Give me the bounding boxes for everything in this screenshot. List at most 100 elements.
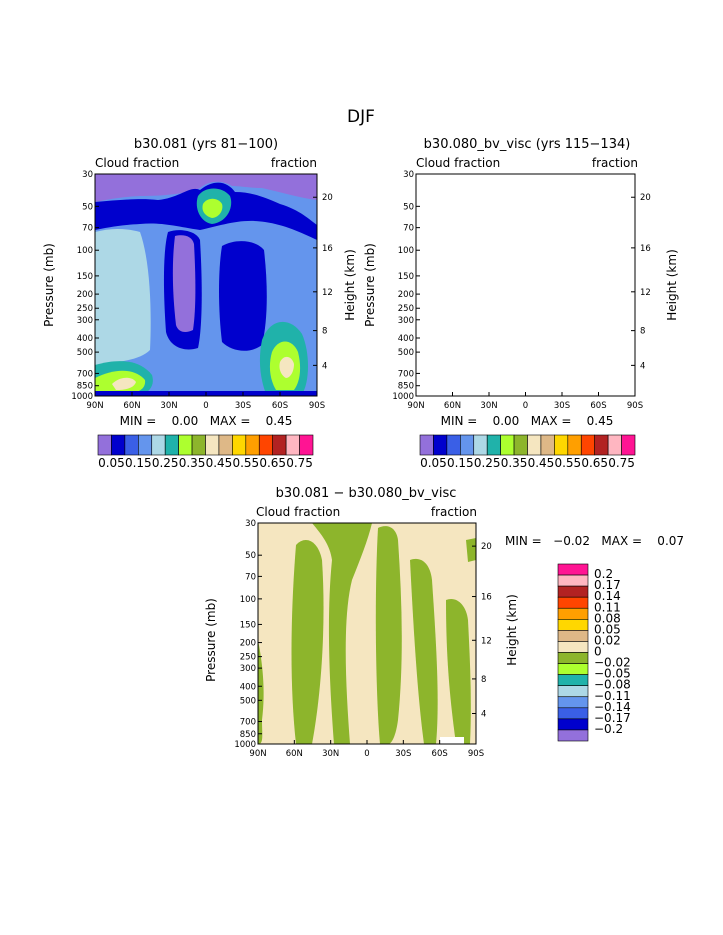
xtick-label: 90S xyxy=(468,749,484,759)
panel-2-tropical-band xyxy=(485,230,523,349)
panel-3-field-label: Cloud fraction xyxy=(256,505,340,519)
panel-1-stratosphere xyxy=(95,174,317,202)
colorbar-label: −0.11 xyxy=(594,689,631,703)
xtick-label: 60N xyxy=(286,749,303,759)
yright-tick-label: 16 xyxy=(640,244,651,254)
panel-2-nh-light-region xyxy=(416,229,472,365)
panel-1-title: b30.081 (yrs 81−100) xyxy=(134,137,278,152)
colorbar-label: −0.2 xyxy=(594,722,623,736)
colorbar-swatch xyxy=(258,434,273,456)
colorbar-swatch xyxy=(205,434,220,456)
panel-1-contours xyxy=(95,174,317,396)
ytick-label: 70 xyxy=(403,224,414,234)
ytick-label: 700 xyxy=(77,369,93,379)
panel-2-units-label: fraction xyxy=(592,156,638,170)
yright-tick-label: 12 xyxy=(322,288,333,298)
colorbar-label: 0.05 xyxy=(594,622,621,636)
colorbar-swatch xyxy=(557,563,589,576)
colorbar-swatch xyxy=(232,434,247,456)
colorbar-swatch xyxy=(557,696,589,709)
ytick-label: 700 xyxy=(398,369,414,379)
panel-1: b30.081 (yrs 81−100) Cloud fraction frac… xyxy=(42,137,357,470)
colorbar-label: 0.15 xyxy=(447,456,474,470)
colorbar-label: 0.14 xyxy=(594,589,621,603)
yright-tick-label: 20 xyxy=(322,193,333,203)
panel-2-nh-lowcloud-core xyxy=(433,378,457,390)
colorbar-swatch xyxy=(554,434,569,456)
colorbar-label: −0.17 xyxy=(594,711,631,725)
colorbar-label: 0.45 xyxy=(528,456,555,470)
panel-1-colorbar: 0.05 0.15 0.25 0.35 0.45 0.55 0.65 0.75 xyxy=(97,434,314,470)
xtick-label: 30S xyxy=(235,401,251,411)
colorbar-swatch xyxy=(594,434,609,456)
colorbar-label: 0.75 xyxy=(286,456,313,470)
panel-1-ylabel-right: Height (km) xyxy=(343,249,357,320)
colorbar-label: −0.02 xyxy=(594,656,631,670)
colorbar-label: 0.11 xyxy=(594,600,621,614)
colorbar-swatch xyxy=(557,596,589,609)
yright-tick-label: 4 xyxy=(640,361,645,371)
ytick-label: 150 xyxy=(398,272,414,282)
ytick-label: 150 xyxy=(240,620,256,630)
panel-3-stats: MIN = −0.02 MAX = 0.07 xyxy=(505,534,684,548)
colorbar-swatch xyxy=(473,434,488,456)
panel-2-sh-lowcloud-core xyxy=(600,357,615,378)
yright-tick-label: 16 xyxy=(322,244,333,254)
panel-2-ylabel: Pressure (mb) xyxy=(363,243,377,327)
colorbar-label: 0.35 xyxy=(501,456,528,470)
yright-tick-label: 4 xyxy=(322,361,327,371)
panel-1-nh-light-region xyxy=(95,229,151,365)
colorbar-label: 0.75 xyxy=(608,456,635,470)
panel-1-cirrus-inner xyxy=(202,198,223,218)
yright-tick-label: 16 xyxy=(481,593,492,603)
colorbar-swatch xyxy=(557,707,589,720)
main-title: DJF xyxy=(347,107,375,127)
xtick-label: 30S xyxy=(395,749,411,759)
panel-3-title: b30.081 − b30.080_bv_visc xyxy=(276,486,457,501)
panel-2-stratosphere xyxy=(416,174,638,202)
colorbar-label: 0.05 xyxy=(98,456,125,470)
xtick-label: 90S xyxy=(309,401,325,411)
xtick-label: 0 xyxy=(203,401,208,411)
colorbar-swatch xyxy=(557,674,589,686)
panel-3: b30.081 − b30.080_bv_visc Cloud fraction… xyxy=(204,486,684,759)
panel-2-base-fill xyxy=(416,174,638,396)
ytick-label: 850 xyxy=(240,730,256,740)
panel-2-field-label: Cloud fraction xyxy=(416,156,500,170)
panel-2-nh-lowcloud-mid xyxy=(416,371,466,394)
panel-2-frame xyxy=(415,173,636,397)
colorbar-label: 0.55 xyxy=(554,456,581,470)
yright-tick-label: 8 xyxy=(481,675,486,685)
panel-2-ylabel-right: Height (km) xyxy=(665,249,679,320)
ytick-label: 400 xyxy=(77,334,93,344)
ytick-label: 50 xyxy=(245,551,256,561)
ytick-label: 300 xyxy=(77,316,93,326)
ytick-label: 30 xyxy=(403,170,414,180)
colorbar-label: 0.65 xyxy=(581,456,608,470)
panel-1-sh-lowcloud-core xyxy=(279,356,294,378)
colorbar-label: 0 xyxy=(594,645,602,659)
ytick-label: 70 xyxy=(245,572,256,582)
colorbar-swatch xyxy=(433,434,448,456)
xtick-label: 30N xyxy=(322,749,339,759)
xtick-label: 60S xyxy=(590,401,606,411)
colorbar-label: 0.55 xyxy=(232,456,259,470)
panel-1-field-label: Cloud fraction xyxy=(95,156,179,170)
panel-3-diff-region-6 xyxy=(446,598,471,744)
yright-tick-label: 20 xyxy=(481,542,492,552)
panel-3-blank-patch xyxy=(440,737,464,744)
ytick-label: 30 xyxy=(82,170,93,180)
colorbar-swatch xyxy=(138,434,153,456)
yright-tick-label: 8 xyxy=(322,327,327,337)
panel-3-contours xyxy=(258,523,476,744)
panel-3-diff-region-3 xyxy=(312,523,372,744)
colorbar-swatch xyxy=(557,607,589,620)
panel-2-sh-lowcloud-outer xyxy=(581,322,629,394)
yright-tick-label: 8 xyxy=(640,327,645,337)
panel-3-ylabel: Pressure (mb) xyxy=(204,598,218,682)
colorbar-label: 0.05 xyxy=(420,456,447,470)
